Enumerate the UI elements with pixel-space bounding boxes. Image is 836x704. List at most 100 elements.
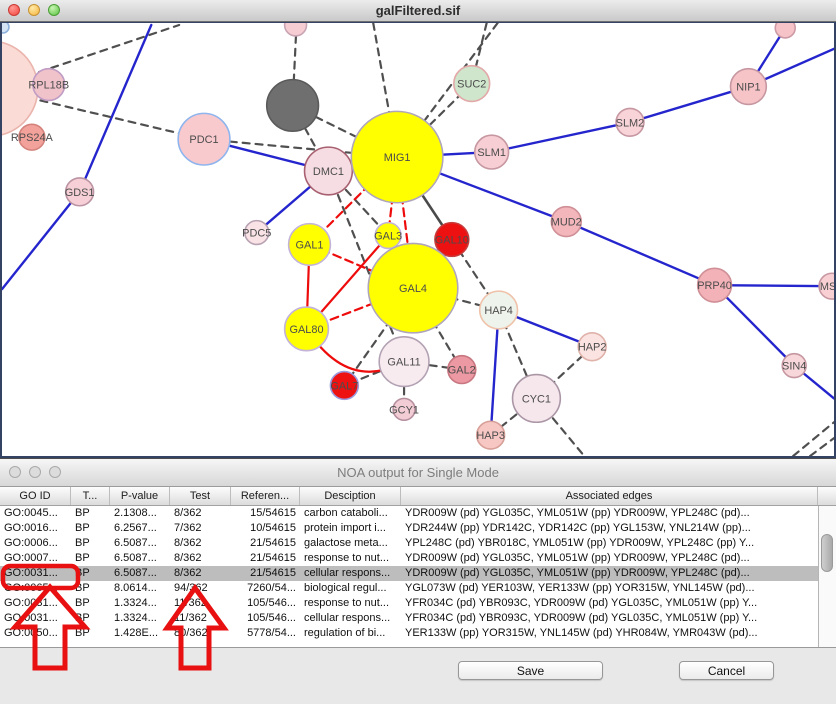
node-rps24a[interactable] <box>18 123 46 151</box>
table-cell[interactable]: BP <box>75 507 90 519</box>
table-cell[interactable]: 7/362 <box>174 522 202 534</box>
table-cell[interactable]: GO:0031... <box>4 567 58 579</box>
table-cell[interactable]: BP <box>75 552 90 564</box>
node-unlabeled[interactable] <box>774 23 796 39</box>
table-cell[interactable]: BP <box>75 567 90 579</box>
table-row[interactable]: GO:0016... BP 6.2567... 7/362 10/54615 protei… <box>0 521 836 536</box>
table-cell[interactable]: 8/362 <box>174 507 202 519</box>
network-edge[interactable] <box>565 220 716 287</box>
network-edge[interactable] <box>490 121 632 154</box>
node-gal1[interactable] <box>287 222 332 267</box>
table-cell[interactable]: YER133W (pp) YOR315W, YNL145W (pd) YHR08… <box>405 627 758 639</box>
table-cell[interactable]: GO:0031... <box>4 612 58 624</box>
table-row[interactable]: GO:0006... BP 6.5087... 8/362 21/54615 galact… <box>0 536 836 551</box>
minimize-button[interactable] <box>28 4 40 16</box>
node-dmc1[interactable] <box>303 146 354 196</box>
network-edge[interactable] <box>713 283 834 288</box>
node-msn[interactable] <box>818 272 834 300</box>
table-cell[interactable]: 10/54615 <box>250 522 296 534</box>
table-cell[interactable]: response to nut... <box>304 597 389 609</box>
node-mud2[interactable] <box>550 205 583 238</box>
network-edge[interactable] <box>2 190 81 291</box>
table-row[interactable]: GO:0031... BP 1.3324... 11/362 105/546... cel… <box>0 611 836 626</box>
table-cell[interactable]: biological regul... <box>304 582 387 594</box>
column-header-desciption[interactable]: Desciption <box>300 487 401 505</box>
node-unlabeled[interactable] <box>265 78 320 133</box>
table-cell[interactable]: 21/54615 <box>250 537 296 549</box>
table-cell[interactable]: 11/362 <box>174 597 207 609</box>
table-cell[interactable]: GO:0045... <box>4 507 58 519</box>
network-edge[interactable] <box>2 89 206 141</box>
table-cell[interactable]: 8/362 <box>174 552 202 564</box>
table-cell[interactable]: carbon cataboli... <box>304 507 388 519</box>
table-row[interactable]: GO:0065... BP 8.0614... 94/362 7260/54... bio… <box>0 581 836 596</box>
table-cell[interactable]: 94/362 <box>174 582 208 594</box>
table-cell[interactable]: 8/362 <box>174 567 202 579</box>
table-cell[interactable]: 105/546... <box>247 612 296 624</box>
node-slm2[interactable] <box>615 107 645 138</box>
table-row[interactable]: GO:0031... BP 1.3324... 11/362 105/546... res… <box>0 596 836 611</box>
node-prp40[interactable] <box>696 267 733 303</box>
node-gcy1[interactable] <box>392 397 416 422</box>
node-nip1[interactable] <box>729 67 768 106</box>
network-edge[interactable] <box>396 23 499 159</box>
table-cell[interactable]: 11/362 <box>174 612 207 624</box>
column-header-t-[interactable]: T... <box>71 487 110 505</box>
table-cell[interactable]: BP <box>75 627 90 639</box>
table-cell[interactable]: cellular respons... <box>304 567 391 579</box>
minimize-button[interactable] <box>29 466 41 478</box>
network-edge[interactable] <box>628 85 750 124</box>
table-cell[interactable]: YDR009W (pd) YGL035C, YML051W (pp) YDR00… <box>405 552 750 564</box>
table-cell[interactable]: 21/54615 <box>250 567 296 579</box>
network-edge[interactable] <box>792 421 834 456</box>
node-mig1[interactable] <box>350 110 444 204</box>
node-slm1[interactable] <box>473 134 510 170</box>
node-pdc5[interactable] <box>244 219 270 246</box>
node-gal4[interactable] <box>367 242 459 334</box>
node-gal7[interactable] <box>329 370 360 401</box>
table-cell[interactable]: GO:0031... <box>4 597 58 609</box>
table-cell[interactable]: 6.2567... <box>114 522 157 534</box>
network-edge[interactable] <box>78 23 153 194</box>
table-cell[interactable]: GO:0006... <box>4 537 58 549</box>
table-cell[interactable]: 1.3324... <box>114 612 157 624</box>
close-button[interactable] <box>8 4 20 16</box>
node-unlabeled[interactable] <box>283 23 308 37</box>
zoom-button[interactable] <box>48 4 60 16</box>
column-header-referen-[interactable]: Referen... <box>231 487 300 505</box>
table-row[interactable]: GO:0031... BP 6.5087... 8/362 21/54615 cellul… <box>0 566 836 581</box>
table-cell[interactable]: BP <box>75 612 90 624</box>
network-edge[interactable] <box>489 308 500 437</box>
node-gal3[interactable] <box>374 221 402 250</box>
column-header-test[interactable]: Test <box>170 487 231 505</box>
table-cell[interactable]: GO:0007... <box>4 552 58 564</box>
node-suc2[interactable] <box>453 64 491 103</box>
table-cell[interactable]: 1.3324... <box>114 597 157 609</box>
node-hap3[interactable] <box>475 420 506 450</box>
node-hap4[interactable] <box>478 290 519 330</box>
network-graph[interactable]: RPL18B RPS24A GDS1 PDC1 DMC1 MIG1 SUC2 SLM1 SLM2… <box>2 23 834 456</box>
table-cell[interactable]: YFR034C (pd) YBR093C, YDR009W (pd) YGL03… <box>405 612 758 624</box>
table-cell[interactable]: 6.5087... <box>114 567 157 579</box>
zoom-button[interactable] <box>49 466 61 478</box>
save-button[interactable]: Save <box>458 661 603 680</box>
column-header-go-id[interactable]: GO ID <box>0 487 71 505</box>
network-edge[interactable] <box>713 283 796 367</box>
network-window-titlebar[interactable]: galFiltered.sif <box>0 0 836 22</box>
table-cell[interactable]: BP <box>75 522 90 534</box>
table-cell[interactable]: regulation of bi... <box>304 627 386 639</box>
table-cell[interactable]: YGL073W (pd) YER103W, YER133W (pp) YOR31… <box>405 582 755 594</box>
table-cell[interactable]: 21/54615 <box>250 552 296 564</box>
node-rpl18b[interactable] <box>32 67 66 102</box>
table-cell[interactable]: 1.428E... <box>114 627 159 639</box>
table-row[interactable]: GO:0050... BP 1.428E... 80/362 5778/54... reg… <box>0 626 836 641</box>
table-cell[interactable]: 6.5087... <box>114 537 157 549</box>
table-cell[interactable]: BP <box>75 597 90 609</box>
network-edge[interactable] <box>327 169 406 363</box>
table-cell[interactable]: YFR034C (pd) YBR093C, YDR009W (pd) YGL03… <box>405 597 758 609</box>
table-cell[interactable]: 15/54615 <box>250 507 296 519</box>
cancel-button[interactable]: Cancel <box>679 661 774 680</box>
table-cell[interactable]: GO:0065... <box>4 582 58 594</box>
network-edge[interactable] <box>489 397 538 437</box>
table-cell[interactable]: YDR009W (pd) YGL035C, YML051W (pp) YDR00… <box>405 567 750 579</box>
